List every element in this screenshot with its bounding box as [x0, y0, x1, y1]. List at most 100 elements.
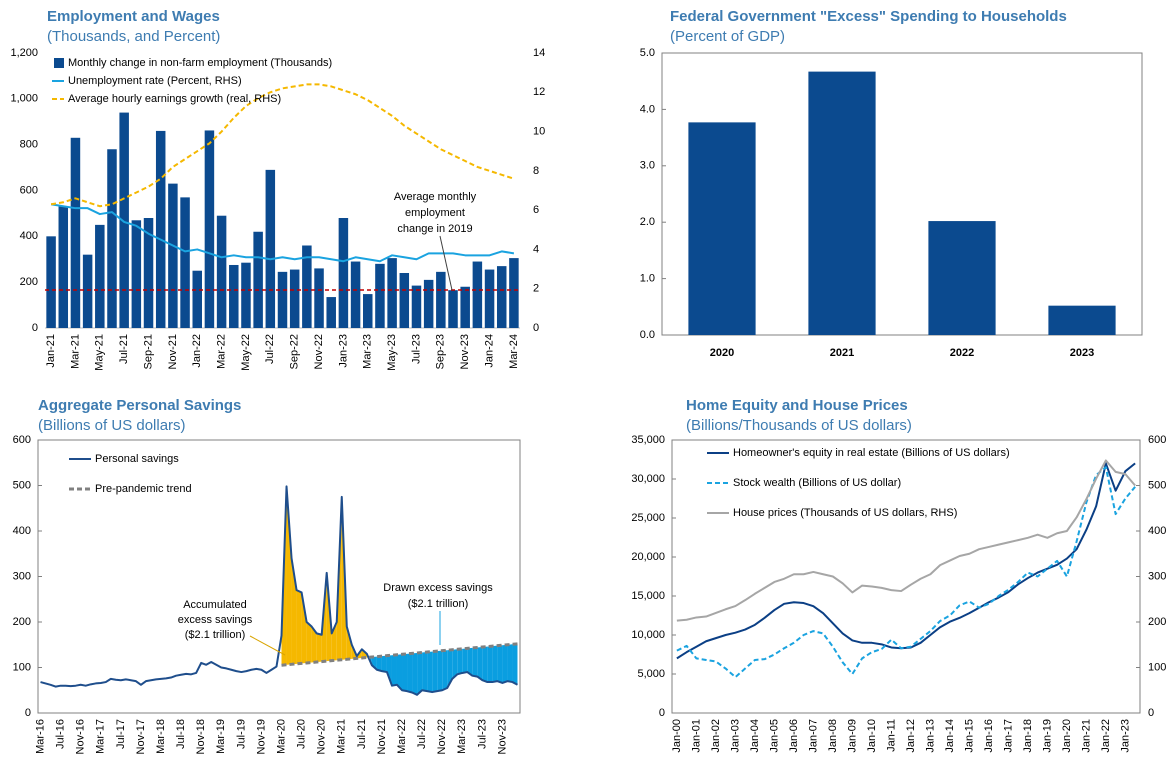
x-tick-label: Jan-07 [807, 719, 819, 753]
x-tick-label: Jul-17 [115, 719, 127, 749]
y-tick-label: 1.0 [640, 273, 655, 285]
fill-area [512, 643, 518, 685]
bar [436, 271, 446, 328]
x-tick-label: Jan-09 [846, 719, 858, 753]
chart-subtitle: (Billions/Thousands of US dollars) [686, 417, 912, 434]
annotation: excess savings [178, 614, 253, 626]
y-tick-label: 800 [20, 139, 38, 151]
fill-area [422, 652, 428, 692]
x-tick-label: Jul-23 [476, 719, 488, 749]
bar [46, 236, 56, 328]
y2-tick-label: 400 [1148, 525, 1166, 537]
legend-label: Monthly change in non-farm employment (T… [68, 57, 332, 69]
x-tick-label: Mar-21 [336, 719, 348, 754]
fill-area [432, 651, 438, 693]
y2-tick-label: 200 [1148, 616, 1166, 628]
fill-area [467, 647, 473, 676]
y-tick-label: 4.0 [640, 103, 655, 115]
x-tick-label: Jan-11 [885, 719, 897, 752]
leader-line [439, 235, 453, 291]
x-tick-label: Jul-18 [175, 719, 187, 749]
fill-area [482, 646, 488, 683]
y-tick-label: 300 [13, 570, 31, 582]
y2-tick-label: 8 [533, 165, 539, 177]
series-line [50, 203, 515, 263]
bar [1048, 305, 1116, 335]
x-tick-label: Mar-17 [95, 719, 107, 754]
chart-title: Aggregate Personal Savings [38, 397, 241, 414]
y2-tick-label: 300 [1148, 570, 1166, 582]
bar [808, 71, 876, 335]
series-line [676, 462, 1136, 660]
x-tick-label: Nov-20 [316, 719, 328, 754]
x-tick-label: Jan-04 [749, 719, 761, 753]
y-tick-label: 400 [20, 230, 38, 242]
bar [363, 294, 373, 328]
fill-area [306, 622, 312, 663]
x-tick-label: May-23 [386, 334, 398, 371]
legend-label: Stock wealth (Billions of US dollar) [733, 477, 901, 489]
x-tick-label: Jan-03 [729, 719, 741, 753]
annotation: Drawn excess savings [383, 582, 493, 594]
x-tick-label: 2023 [1070, 347, 1094, 359]
fill-area [452, 649, 458, 679]
bar [302, 245, 312, 328]
annotation: ($2.1 trillion) [185, 629, 246, 641]
bar [192, 270, 202, 328]
bar [265, 169, 276, 328]
y-tick-label: 3.0 [640, 160, 655, 172]
x-tick-label: Jan-21 [1080, 719, 1092, 753]
x-tick-label: Sep-22 [289, 334, 301, 369]
x-tick-label: Nov-18 [195, 719, 207, 754]
x-tick-label: Jan-23 [337, 334, 349, 368]
y-tick-label: 100 [13, 661, 31, 673]
annotation: ($2.1 trillion) [408, 598, 469, 610]
plot-frame [661, 52, 1143, 336]
y2-tick-label: 4 [533, 243, 539, 255]
x-tick-label: Jan-23 [1119, 719, 1131, 753]
bar [399, 273, 410, 328]
x-tick-label: Jan-20 [1061, 719, 1073, 753]
bar [253, 231, 263, 328]
bar [119, 112, 129, 328]
y-tick-label: 0 [659, 707, 665, 719]
x-tick-label: Jan-18 [1022, 719, 1034, 753]
x-tick-label: Jan-24 [483, 334, 495, 368]
y-tick-label: 5.0 [640, 47, 655, 59]
fill-area [477, 647, 483, 681]
bar [375, 263, 385, 328]
bar [326, 297, 336, 328]
x-tick-label: Sep-21 [142, 334, 154, 369]
x-tick-label: Jan-17 [1002, 719, 1014, 753]
bar [82, 254, 93, 328]
x-tick-label: Jan-14 [944, 719, 956, 753]
x-tick-label: Jan-01 [690, 719, 702, 753]
x-tick-label: Jan-21 [45, 334, 57, 368]
bar [95, 224, 105, 328]
x-tick-label: May-22 [240, 334, 252, 371]
bar [484, 269, 495, 328]
fill-area [472, 647, 478, 677]
y-tick-label: 200 [13, 616, 31, 628]
x-tick-label: Nov-17 [135, 719, 147, 754]
y-tick-label: 0 [25, 707, 31, 719]
y-tick-label: 0 [32, 322, 38, 334]
bar [70, 137, 81, 328]
y-tick-label: 20,000 [631, 551, 665, 563]
bar [168, 183, 178, 328]
x-tick-label: Mar-21 [69, 334, 81, 369]
y-tick-label: 600 [20, 184, 38, 196]
x-tick-label: Mar-23 [362, 334, 374, 369]
y2-tick-label: 2 [533, 283, 539, 295]
y2-tick-label: 10 [533, 125, 545, 137]
y2-tick-label: 100 [1148, 661, 1166, 673]
x-tick-label: Jan-02 [710, 719, 722, 753]
x-tick-label: Mar-24 [508, 334, 520, 369]
x-tick-label: Mar-18 [155, 719, 167, 754]
reference-label: Average monthly [394, 191, 477, 203]
bar [928, 221, 996, 335]
fill-area [391, 654, 397, 686]
bar [155, 130, 166, 328]
fill-area [386, 655, 392, 686]
fill-area [296, 590, 302, 664]
